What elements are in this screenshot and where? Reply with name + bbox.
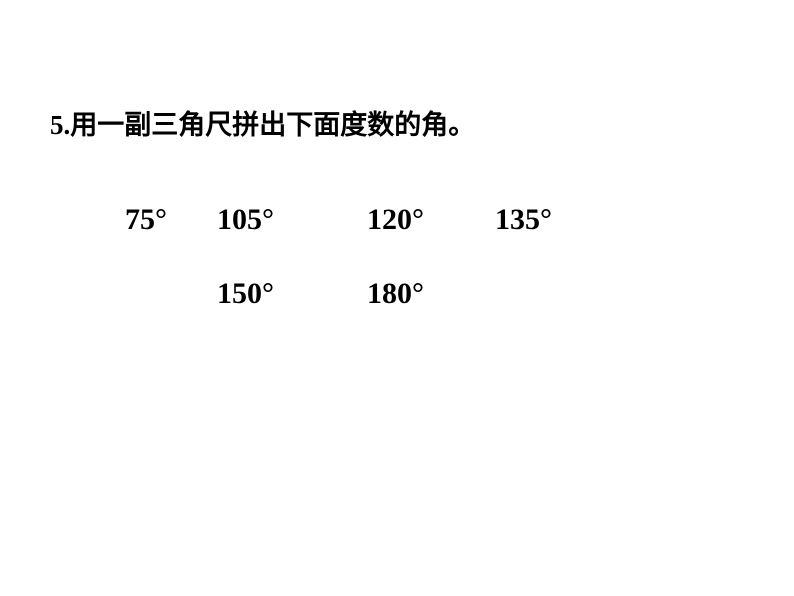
angle-row-1: 75° 105° 120° 135° (125, 203, 552, 237)
question-container: 5.用一副三角尺拼出下面度数的角。 (50, 108, 475, 143)
angle-120: 120° (367, 203, 495, 237)
angle-105: 105° (217, 203, 367, 237)
question-text: 5.用一副三角尺拼出下面度数的角。 (50, 108, 475, 143)
angle-row-2: 150° 180° (125, 277, 552, 311)
angle-135: 135° (495, 203, 552, 237)
question-body: 用一副三角尺拼出下面度数的角。 (70, 110, 475, 140)
question-number: 5. (50, 110, 70, 140)
angle-180: 180° (367, 277, 424, 311)
angles-container: 75° 105° 120° 135° 150° 180° (125, 203, 552, 351)
angle-75: 75° (125, 203, 217, 237)
angle-150: 150° (217, 277, 367, 311)
